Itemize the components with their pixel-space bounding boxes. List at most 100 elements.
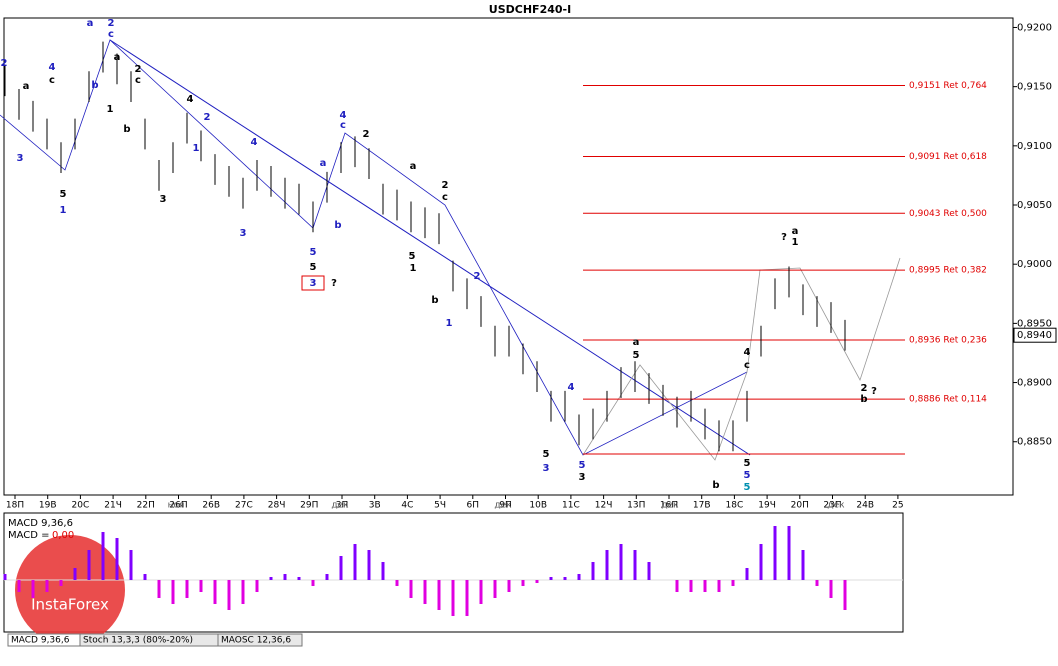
month-label: дек — [661, 501, 679, 511]
macd-bar — [101, 532, 105, 580]
wave-label: b — [712, 480, 719, 491]
macd-bar — [241, 580, 245, 604]
x-tick-label: 3В — [369, 501, 381, 511]
wave-label: 2 — [204, 112, 211, 123]
macd-bar — [59, 580, 63, 586]
wave-label: c — [49, 75, 55, 86]
wave-label: 1 — [60, 205, 67, 216]
macd-bar — [73, 568, 77, 580]
wave-label: 4 — [340, 110, 347, 121]
macd-bar — [171, 580, 175, 604]
wave-label: a — [23, 81, 30, 92]
macd-bar — [17, 580, 21, 592]
y-tick-label: 0,9050 — [1017, 200, 1052, 211]
month-label: дек — [331, 501, 349, 511]
macd-bar — [731, 580, 735, 586]
indicator-value: 0,00 — [52, 530, 74, 541]
macd-bar — [437, 580, 441, 610]
macd-bar — [451, 580, 455, 616]
tab-label[interactable]: MACD 9,36,6 — [11, 636, 70, 646]
x-tick-label: 16П — [660, 501, 678, 511]
macd-bar — [577, 574, 581, 580]
macd-bar — [185, 580, 189, 598]
x-tick-label: 19В — [39, 501, 57, 511]
wave-line — [0, 39, 748, 456]
x-tick-label: 18С — [726, 501, 744, 511]
x-tick-label: 11С — [562, 501, 580, 511]
wave-label: 2 — [442, 180, 449, 191]
x-tick-label: 9П — [499, 501, 512, 511]
macd-bar — [227, 580, 231, 610]
wave-line — [582, 257, 901, 461]
macd-bar — [843, 580, 847, 610]
macd-bar — [31, 580, 35, 598]
wave-label: 5 — [310, 247, 317, 258]
y-tick-label: 0,8950 — [1017, 318, 1052, 329]
month-label: дек — [827, 501, 845, 511]
watermark: InstaForex — [31, 596, 109, 614]
wave-label: a — [320, 158, 327, 169]
macd-bar — [675, 580, 679, 592]
wave-label: 3 — [310, 278, 317, 289]
macd-bar — [647, 562, 651, 580]
macd-bar — [143, 574, 147, 580]
wave-label: 2 — [108, 18, 115, 29]
x-tick-label: 12Ч — [595, 501, 613, 511]
wave-label: 2 — [474, 271, 481, 282]
wave-label: 4 — [744, 347, 751, 358]
fib-label: 0,9091 Ret 0,618 — [909, 152, 987, 162]
wave-label: 4 — [568, 382, 575, 393]
macd-bar — [311, 580, 315, 586]
macd-bar — [157, 580, 161, 598]
x-tick-label: 13П — [627, 501, 645, 511]
wave-label: 5 — [310, 262, 317, 273]
macd-bar — [717, 580, 721, 592]
x-tick-label: 24В — [856, 501, 874, 511]
x-tick-label: 19Ч — [758, 501, 776, 511]
wave-label: a — [633, 337, 640, 348]
macd-bar — [381, 562, 385, 580]
tab-label[interactable]: Stoch 13,3,3 (80%-20%) — [83, 636, 193, 646]
indicator-frame — [3, 512, 904, 633]
x-tick-label: 4С — [401, 501, 413, 511]
macd-bar — [199, 580, 203, 592]
macd-bar — [115, 538, 119, 580]
wave-label: a — [114, 52, 121, 63]
tab — [217, 633, 303, 647]
x-tick-label: 20С — [72, 501, 90, 511]
macd-bar — [619, 544, 623, 580]
wave-label: ? — [871, 386, 877, 397]
wave-label: ? — [331, 278, 337, 289]
wave-label: 5 — [744, 470, 751, 481]
wave-label: 5 — [60, 189, 67, 200]
macd-bar — [801, 550, 805, 580]
wave-label: 4 — [49, 62, 56, 73]
wave-label: ? — [781, 232, 787, 243]
macd-bar — [269, 577, 273, 580]
box — [301, 275, 325, 291]
macd-bar — [87, 550, 91, 580]
x-tick-label: 3П — [336, 501, 349, 511]
fib-label: 0,8886 Ret 0,114 — [909, 395, 987, 405]
tab-label[interactable]: MAOSC 12,36,6 — [221, 636, 291, 646]
fib-label: 0,8995 Ret 0,382 — [909, 266, 987, 276]
wave-label: 5 — [579, 460, 586, 471]
wave-label: b — [860, 394, 867, 405]
wave-label: b — [431, 295, 438, 306]
trend-line — [109, 39, 751, 456]
macd-bar — [465, 580, 469, 616]
wave-label: 3 — [579, 472, 586, 483]
x-tick-label: 20П — [791, 501, 809, 511]
macd-bar — [787, 526, 791, 580]
wave-label: c — [135, 75, 141, 86]
macd-bar — [829, 580, 833, 598]
y-tick-label: 0,9200 — [1017, 22, 1052, 33]
y-tick-label: 0,8850 — [1017, 437, 1052, 448]
macd-bar — [129, 550, 133, 580]
macd-bar — [633, 550, 637, 580]
y-tick-label: 0,9150 — [1017, 82, 1052, 93]
wave-label: 3 — [240, 228, 247, 239]
plot-frame — [3, 17, 1014, 496]
current-price-box — [1013, 327, 1057, 343]
wave-label: a — [792, 226, 799, 237]
